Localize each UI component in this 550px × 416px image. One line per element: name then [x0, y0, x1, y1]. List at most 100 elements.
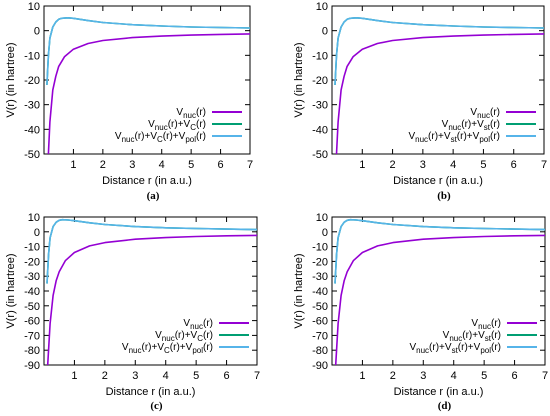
- panel-caption: (c): [150, 400, 163, 412]
- x-tick-label: 2: [102, 370, 108, 382]
- x-tick-label: 1: [359, 370, 365, 382]
- y-axis-label: V(r) (in hartree): [293, 253, 305, 328]
- y-tick-label: -90: [312, 360, 328, 372]
- y-tick-label: -60: [24, 316, 40, 328]
- legend-entry-label: Vnuc(r): [470, 107, 500, 120]
- y-tick-label: 0: [322, 227, 328, 239]
- y-tick-label: -10: [312, 242, 328, 254]
- series-line-2: [334, 16, 544, 85]
- legend-entry-label: Vnuc(r)+VC(r)+Vpol(r): [122, 342, 213, 355]
- y-tick-label: -40: [312, 124, 328, 136]
- y-axis-label: V(r) (in hartree): [5, 253, 17, 328]
- legend-entry-label: Vnuc(r)+Vst(r): [442, 119, 500, 132]
- y-tick-label: 0: [34, 26, 40, 38]
- y-axis-label: V(r) (in hartree): [293, 42, 305, 117]
- y-tick-label: -10: [24, 242, 40, 254]
- y-tick-label: -90: [24, 360, 40, 372]
- series-line-0: [47, 33, 250, 154]
- y-tick-label: -70: [312, 330, 328, 342]
- x-tick-label: 7: [247, 159, 253, 171]
- x-tick-label: 3: [132, 370, 138, 382]
- series-line-2: [46, 16, 250, 85]
- y-tick-label: 10: [316, 1, 328, 13]
- series-line-0: [334, 234, 545, 365]
- y-tick-label: -80: [24, 345, 40, 357]
- x-tick-label: 4: [163, 370, 169, 382]
- x-axis-label: Distance r (in a.u.): [394, 386, 484, 398]
- y-tick-label: -20: [24, 256, 40, 268]
- y-tick-label: -40: [24, 286, 40, 298]
- x-tick-label: 5: [480, 159, 486, 171]
- x-tick-label: 6: [511, 159, 517, 171]
- y-tick-label: -30: [24, 100, 40, 112]
- x-tick-label: 4: [159, 159, 165, 171]
- legend-entry-label: Vnuc(r)+Vst(r)+Vpol(r): [409, 342, 501, 355]
- y-tick-label: 0: [322, 26, 328, 38]
- panel-caption: (d): [438, 400, 452, 412]
- x-tick-label: 3: [129, 159, 135, 171]
- x-tick-label: 3: [420, 159, 426, 171]
- chart-panel-d: 10 0 -10 -20 -30 -40 -50 -60 -70 -80 -90 1 2 3 4 5 6 7 Dis…: [293, 212, 548, 412]
- series-line-0: [46, 234, 257, 365]
- x-tick-label: 5: [481, 370, 487, 382]
- legend-entry-label: Vnuc(r)+Vst(r)+Vpol(r): [408, 131, 500, 144]
- y-tick-label: -70: [24, 330, 40, 342]
- x-tick-label: 3: [420, 370, 426, 382]
- x-tick-label: 2: [100, 159, 106, 171]
- x-tick-label: 6: [218, 159, 224, 171]
- y-tick-label: -50: [312, 301, 328, 313]
- y-tick-label: 10: [316, 212, 328, 224]
- y-tick-label: -20: [312, 256, 328, 268]
- x-tick-label: 7: [542, 370, 548, 382]
- x-axis-label: Distance r (in a.u.): [102, 175, 192, 187]
- x-tick-label: 7: [541, 159, 547, 171]
- x-axis-label: Distance r (in a.u.): [106, 386, 196, 398]
- x-axis-label: Distance r (in a.u.): [393, 175, 483, 187]
- chart-panel-a: 10 0 -10 -20 -30 -40 -50 1 2 3 4 5 6 7 Distance r (in …: [5, 1, 253, 202]
- y-tick-label: -50: [24, 149, 40, 161]
- y-tick-label: -40: [24, 124, 40, 136]
- x-tick-label: 4: [450, 159, 456, 171]
- x-tick-label: 7: [254, 370, 260, 382]
- legend-entry-label: Vnuc(r): [176, 107, 206, 120]
- panel-caption: (a): [147, 190, 160, 202]
- y-tick-label: -10: [312, 50, 328, 62]
- y-tick-label: -30: [24, 271, 40, 283]
- y-tick-label: -60: [312, 316, 328, 328]
- x-tick-label: 1: [71, 370, 77, 382]
- x-tick-label: 2: [390, 370, 396, 382]
- y-tick-label: 10: [28, 212, 40, 224]
- y-axis-label: V(r) (in hartree): [5, 42, 17, 117]
- x-tick-label: 2: [390, 159, 396, 171]
- legend-entry-label: Vnuc(r): [183, 318, 213, 331]
- x-tick-label: 5: [188, 159, 194, 171]
- series-line-2: [334, 218, 545, 284]
- x-tick-label: 5: [193, 370, 199, 382]
- panel-caption: (b): [437, 190, 451, 202]
- legend-entry-label: Vnuc(r)+VC(r): [148, 119, 206, 132]
- y-tick-label: -30: [312, 271, 328, 283]
- x-tick-label: 6: [512, 370, 518, 382]
- legend-entry-label: Vnuc(r)+Vst(r): [443, 330, 501, 343]
- legend-entry-label: Vnuc(r): [471, 318, 501, 331]
- y-tick-label: 10: [28, 1, 40, 13]
- x-tick-label: 6: [224, 370, 230, 382]
- y-tick-label: -20: [24, 75, 40, 87]
- y-tick-label: -10: [24, 50, 40, 62]
- series-line-2: [46, 218, 257, 284]
- y-tick-label: -30: [312, 100, 328, 112]
- y-tick-label: -80: [312, 345, 328, 357]
- chart-panel-c: 10 0 -10 -20 -30 -40 -50 -60 -70 -80 -90 1 2 3 4 5 6 7 Dis…: [5, 212, 260, 412]
- legend-entry-label: Vnuc(r)+VC(r)+Vpol(r): [115, 131, 206, 144]
- y-tick-label: 0: [34, 227, 40, 239]
- y-tick-label: -40: [312, 286, 328, 298]
- x-tick-label: 1: [359, 159, 365, 171]
- legend-entry-label: Vnuc(r)+VC(r): [155, 330, 213, 343]
- y-tick-label: -50: [312, 149, 328, 161]
- y-tick-label: -50: [24, 301, 40, 313]
- x-tick-label: 4: [451, 370, 457, 382]
- chart-panel-b: 10 0 -10 -20 -30 -40 -50 1 2 3 4 5 6 7 Distance r (in …: [293, 1, 547, 202]
- y-tick-label: -20: [312, 75, 328, 87]
- series-line-0: [335, 33, 544, 154]
